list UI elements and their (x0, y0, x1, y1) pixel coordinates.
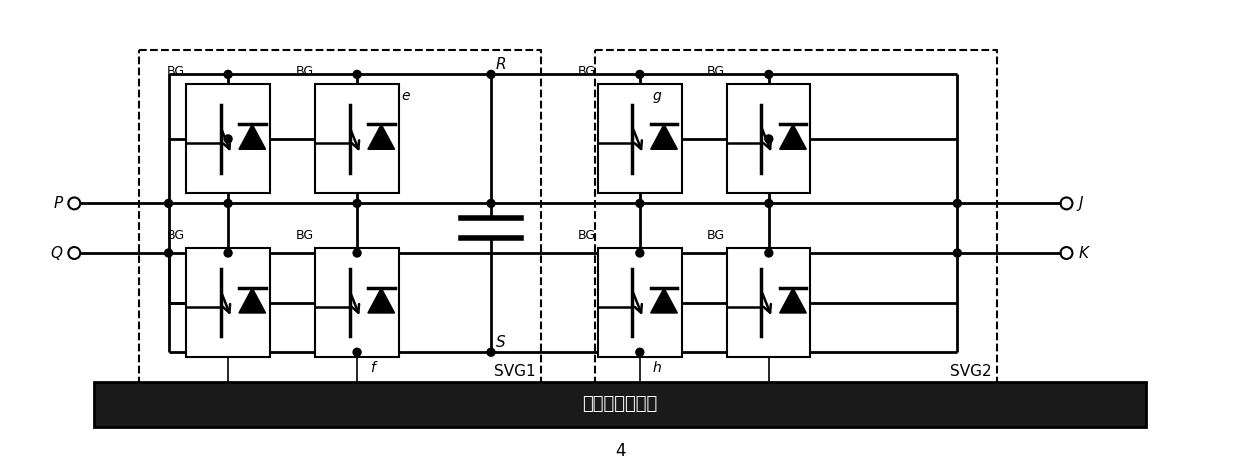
Circle shape (765, 135, 773, 143)
Circle shape (353, 70, 361, 79)
Circle shape (487, 70, 495, 79)
Text: 脉宽调制控制器: 脉宽调制控制器 (583, 395, 657, 413)
Circle shape (165, 249, 172, 257)
Circle shape (765, 200, 773, 207)
Circle shape (224, 135, 232, 143)
Text: BG: BG (295, 229, 314, 242)
Circle shape (636, 348, 644, 356)
Text: BG: BG (707, 229, 725, 242)
Circle shape (954, 200, 961, 207)
Circle shape (487, 200, 495, 207)
Circle shape (224, 200, 232, 207)
Text: Q: Q (51, 245, 62, 261)
Bar (186, 248, 270, 357)
Text: BG: BG (578, 229, 596, 242)
Polygon shape (368, 288, 394, 313)
Circle shape (636, 200, 644, 207)
Text: J: J (1079, 196, 1083, 211)
Text: SVG2: SVG2 (950, 364, 992, 379)
Circle shape (224, 70, 232, 79)
Circle shape (224, 249, 232, 257)
Text: BG: BG (578, 66, 596, 79)
Polygon shape (239, 288, 265, 313)
Polygon shape (780, 288, 806, 313)
Text: P: P (53, 196, 62, 211)
Text: f: f (370, 361, 374, 375)
Bar (94, 382, 1146, 426)
Text: S: S (496, 335, 506, 350)
Text: BG: BG (295, 66, 314, 79)
Circle shape (954, 249, 961, 257)
Text: R: R (496, 57, 507, 73)
Text: e: e (402, 89, 410, 103)
Bar (727, 248, 811, 357)
Polygon shape (651, 124, 677, 149)
Text: BG: BG (166, 66, 185, 79)
Bar (598, 85, 682, 194)
Text: 4: 4 (615, 443, 625, 461)
Text: g: g (652, 89, 661, 103)
Bar (186, 85, 270, 194)
Circle shape (765, 70, 773, 79)
Text: SVG1: SVG1 (494, 364, 536, 379)
Bar (727, 85, 811, 194)
Circle shape (165, 200, 172, 207)
Polygon shape (239, 124, 265, 149)
Polygon shape (780, 124, 806, 149)
Circle shape (765, 249, 773, 257)
Circle shape (636, 249, 644, 257)
Circle shape (353, 249, 361, 257)
Text: K: K (1079, 245, 1089, 261)
Text: BG: BG (166, 229, 185, 242)
Polygon shape (368, 124, 394, 149)
Circle shape (636, 70, 644, 79)
Circle shape (487, 348, 495, 356)
Text: h: h (652, 361, 661, 375)
Bar (598, 248, 682, 357)
Bar (315, 85, 399, 194)
Circle shape (353, 348, 361, 356)
Bar (315, 248, 399, 357)
Circle shape (353, 200, 361, 207)
Polygon shape (651, 288, 677, 313)
Text: BG: BG (707, 66, 725, 79)
